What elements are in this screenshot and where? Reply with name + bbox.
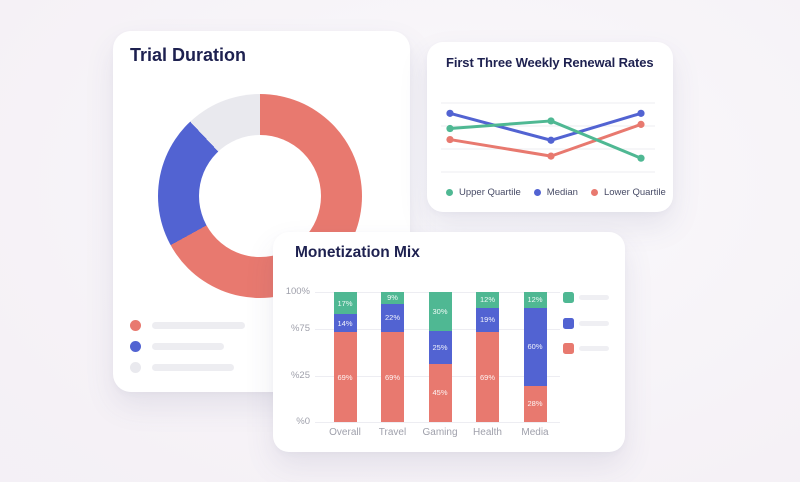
legend-placeholder-bar (579, 295, 609, 300)
bar-segment-label: 12% (479, 295, 495, 305)
bar-segment-label: 69% (384, 372, 400, 382)
bar-segment-blue-middle: 25% (428, 331, 452, 364)
bar-segment-label: 22% (384, 313, 400, 323)
data-point (547, 136, 555, 144)
data-point (547, 152, 555, 160)
legend-dot-coral (590, 189, 598, 196)
bar-segment-label: 45% (432, 388, 448, 398)
data-point (446, 109, 454, 117)
bar-segment-label: 9% (387, 293, 398, 303)
stacked-bar-health: 12% 19% 69% (476, 292, 499, 422)
bar-segment-label: 19% (479, 315, 495, 325)
renewal-rates-card: First Three Weekly Renewal Rates Upper Q… (427, 42, 673, 212)
legend-swatch-green (563, 292, 574, 303)
x-axis-label-overall: Overall (329, 427, 361, 438)
bar-segment-label: 69% (479, 372, 495, 382)
trial-duration-donut-chart (158, 94, 362, 298)
y-axis-tick: %75 (290, 323, 310, 335)
bar-segment-coral-bottom: 69% (476, 332, 499, 422)
legend-dot-green (446, 189, 453, 196)
bar-segment-label: 60% (527, 342, 543, 352)
trial-duration-title: Trial Duration (130, 45, 247, 65)
monetization-stacked-bar-chart: 100% %75 %25 %0 17% 14% 69% Overall 9% 22% 69% Trav… (273, 232, 625, 452)
x-axis-label-gaming: Gaming (422, 427, 458, 438)
legend-placeholder-bar (152, 343, 224, 350)
gridline (315, 422, 560, 423)
x-axis-label-health: Health (473, 427, 502, 438)
data-point (547, 117, 555, 125)
monetization-mix-card: Monetization Mix 100% %75 %25 %0 17% 14% 69% Ov… (273, 232, 625, 452)
bar-segment-coral-bottom: 69% (333, 332, 357, 422)
x-axis-label-media: Media (521, 427, 549, 438)
legend-dot-blue (130, 341, 141, 352)
legend-placeholder-bar (579, 346, 609, 351)
bar-segment-label: 28% (527, 399, 543, 409)
legend-label: Lower Quartile (603, 187, 666, 198)
bar-segment-label: 25% (432, 342, 448, 352)
legend-placeholder-bar (152, 322, 245, 329)
bar-segment-green-top: 17% (333, 292, 357, 315)
bar-segment-label: 30% (432, 307, 448, 316)
legend-placeholder-bar (152, 364, 234, 371)
legend-swatch-blue (563, 317, 574, 329)
stacked-bar-overall: 17% 14% 69% (333, 292, 357, 422)
bar-segment-blue-middle: 14% (333, 314, 357, 333)
legend-item (130, 320, 245, 331)
y-axis-tick: 100% (285, 286, 310, 297)
bar-segment-green-top: 12% (523, 292, 547, 308)
renewal-rates-title: First Three Weekly Renewal Rates (446, 55, 654, 70)
legend-item (563, 317, 609, 329)
renewal-legend: Upper Quartile Median Lower Quartile (446, 187, 666, 198)
legend-dot-blue (533, 189, 541, 196)
trial-duration-legend (130, 320, 245, 383)
bar-segment-coral-bottom: 45% (428, 363, 452, 422)
bar-segment-blue-middle: 60% (523, 307, 547, 386)
legend-item-median: Median (533, 187, 578, 198)
trial-duration-card: Trial Duration (113, 31, 410, 392)
legend-placeholder-bar (579, 320, 609, 326)
bar-segment-label: 17% (337, 298, 353, 308)
y-axis-tick: %0 (296, 416, 310, 427)
bar-segment-label: 12% (527, 295, 543, 305)
legend-item-lower-quartile: Lower Quartile (590, 187, 666, 198)
legend-item (563, 292, 609, 303)
legend-item (563, 343, 609, 354)
stacked-bar-media: 12% 60% 28% (523, 292, 547, 422)
legend-item (130, 362, 245, 373)
legend-item-upper-quartile: Upper Quartile (446, 187, 521, 198)
legend-dot-gray (130, 362, 141, 373)
bar-segment-label: 14% (337, 318, 353, 328)
bar-segment-coral-bottom: 28% (523, 385, 547, 422)
renewal-line-chart (441, 102, 655, 173)
legend-label: Upper Quartile (459, 187, 521, 198)
bar-segment-green-top: 30% (428, 292, 452, 331)
data-point (446, 124, 454, 133)
bar-segment-blue-middle: 22% (381, 303, 404, 333)
legend-swatch-coral (563, 343, 574, 354)
bar-segment-coral-bottom: 69% (381, 332, 404, 422)
data-point (637, 154, 645, 162)
y-axis-tick: %25 (290, 369, 310, 381)
monetization-legend (563, 292, 609, 369)
data-point (637, 109, 645, 117)
x-axis-label-travel: Travel (378, 427, 407, 438)
legend-item (130, 341, 245, 352)
bar-segment-label: 69% (337, 372, 353, 382)
bar-segment-blue-middle: 19% (476, 307, 499, 333)
legend-dot-coral (130, 320, 141, 331)
legend-label: Median (546, 187, 578, 198)
data-point (637, 120, 645, 128)
bar-segment-green-top: 12% (476, 292, 499, 308)
bar-segment-green-top: 9% (381, 292, 404, 304)
monetization-mix-title: Monetization Mix (295, 244, 420, 261)
stacked-bar-travel: 9% 22% 69% (381, 292, 404, 422)
stacked-bar-gaming: 30% 25% 45% (428, 292, 452, 422)
data-point (446, 135, 454, 144)
